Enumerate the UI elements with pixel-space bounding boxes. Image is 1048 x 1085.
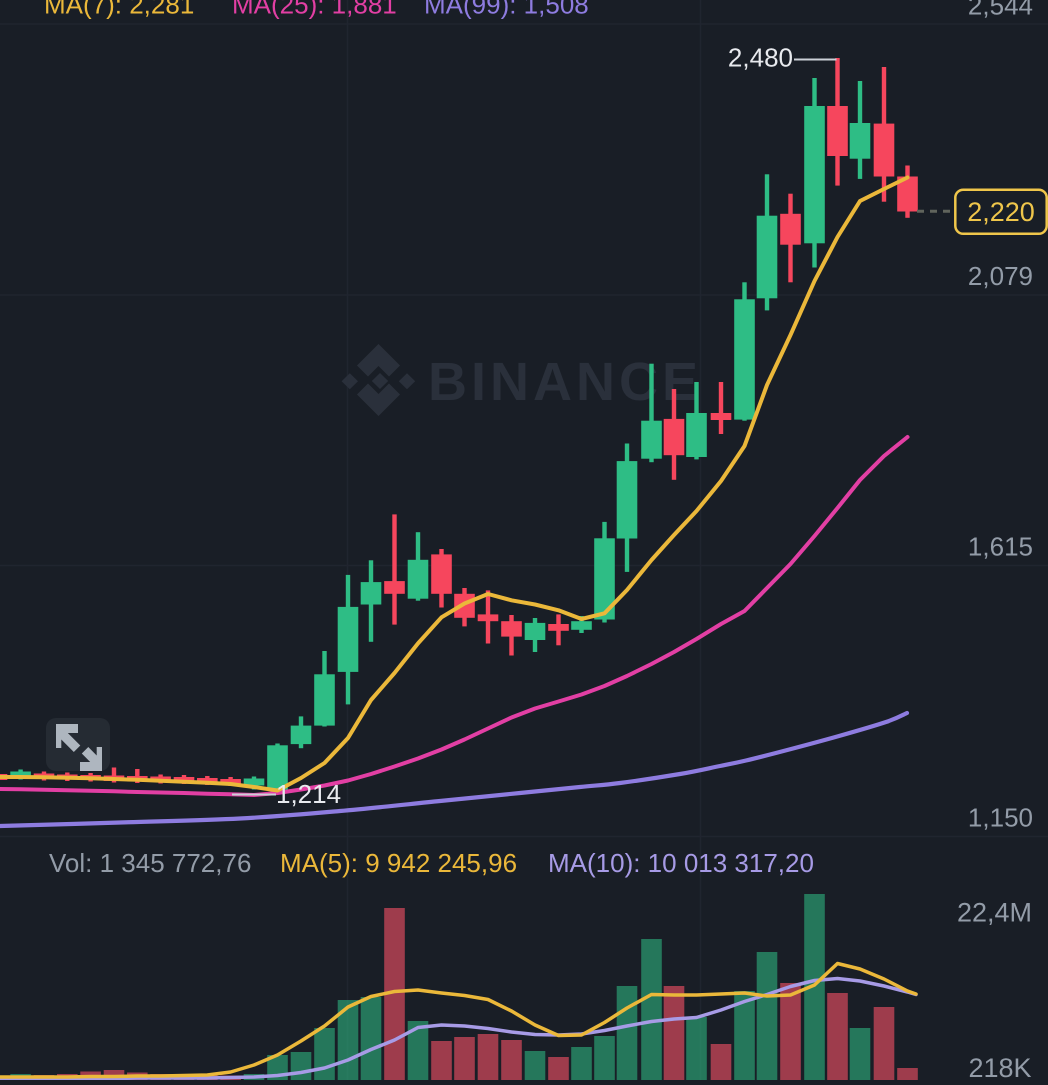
svg-text:1,214: 1,214 bbox=[276, 779, 341, 809]
svg-text:2,480: 2,480 bbox=[728, 43, 793, 73]
svg-text:MA(25): 1,881: MA(25): 1,881 bbox=[232, 0, 397, 20]
svg-text:MA(5): 9 942 245,96: MA(5): 9 942 245,96 bbox=[280, 848, 517, 878]
svg-text:MA(10): 10 013 317,20: MA(10): 10 013 317,20 bbox=[548, 848, 814, 878]
svg-text:BINANCE: BINANCE bbox=[428, 352, 702, 412]
svg-text:MA(99): 1,508: MA(99): 1,508 bbox=[424, 0, 589, 20]
svg-text:2,220: 2,220 bbox=[967, 197, 1035, 227]
svg-text:1,615: 1,615 bbox=[968, 532, 1033, 562]
svg-text:22,4M: 22,4M bbox=[957, 898, 1032, 928]
svg-text:Vol: 1 345 772,76: Vol: 1 345 772,76 bbox=[49, 848, 251, 878]
svg-text:218K: 218K bbox=[968, 1053, 1031, 1080]
svg-text:2,079: 2,079 bbox=[968, 261, 1033, 291]
svg-text:MA(7): 2,281: MA(7): 2,281 bbox=[44, 0, 194, 20]
svg-text:2,544: 2,544 bbox=[968, 0, 1033, 20]
svg-text:1,150: 1,150 bbox=[968, 803, 1033, 833]
